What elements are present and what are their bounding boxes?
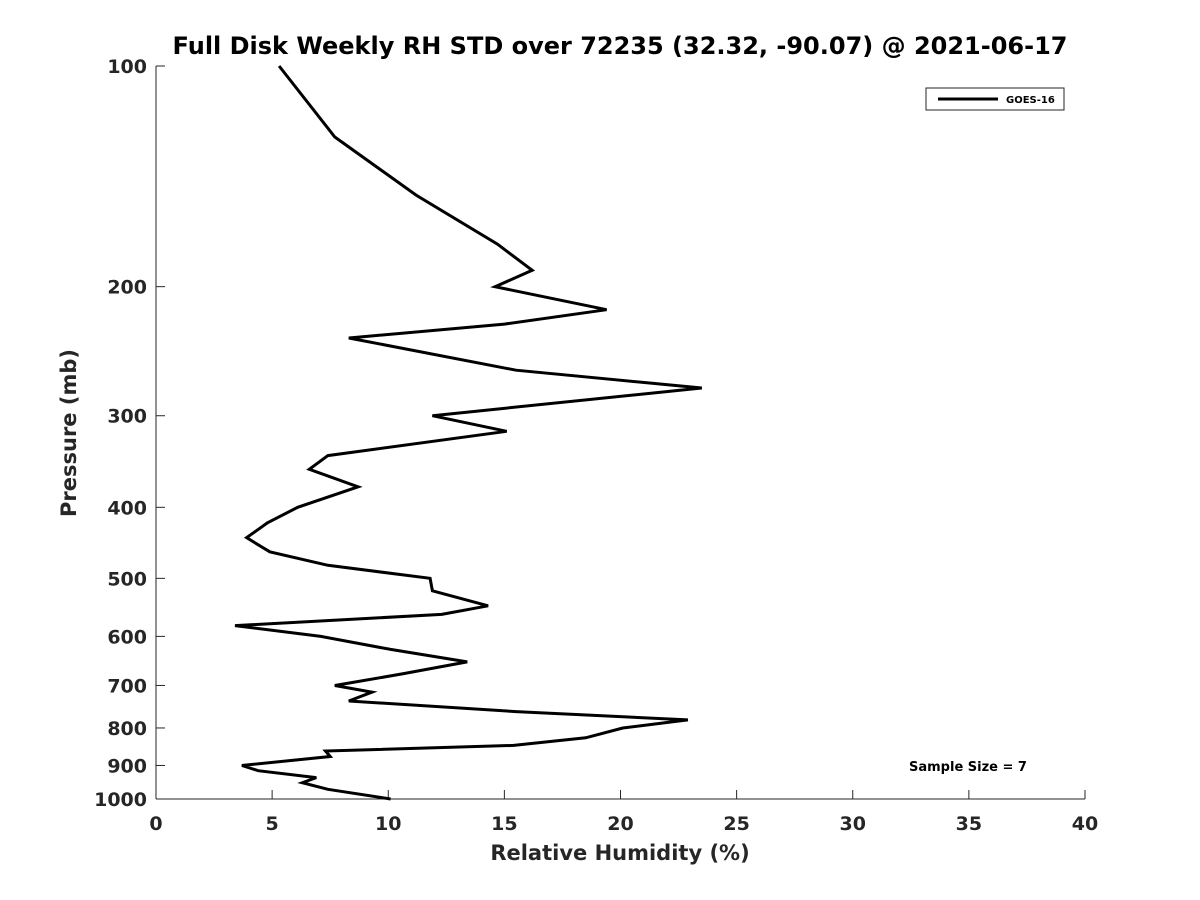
- series-lines: [234, 65, 702, 801]
- x-axis-label: Relative Humidity (%): [490, 841, 749, 865]
- legend: GOES-16: [925, 87, 1065, 111]
- y-axis-label: Pressure (mb): [57, 349, 81, 517]
- y-tick-label: 400: [107, 497, 147, 519]
- y-tick-label: 600: [107, 626, 147, 648]
- x-tick-label: 5: [266, 813, 279, 835]
- y-tick-label: 100: [107, 56, 147, 78]
- x-tick-label: 25: [723, 813, 749, 835]
- x-tick-label: 0: [149, 813, 162, 835]
- y-tick-label: 500: [107, 568, 147, 590]
- y-tick-label: 900: [107, 755, 147, 777]
- legend-label: GOES-16: [1006, 95, 1055, 106]
- chart-title: Full Disk Weekly RH STD over 72235 (32.3…: [173, 32, 1068, 60]
- x-tick-label: 35: [956, 813, 982, 835]
- y-tick-label: 200: [107, 277, 147, 299]
- tick-labels: 0 5 10 15 20 25 30 35 40 100 200 300 400 500 600 700 800…: [94, 56, 1098, 835]
- sample-size-annotation: Sample Size = 7: [909, 760, 1027, 775]
- y-tick-label: 300: [107, 406, 147, 428]
- y-tick-label: 800: [107, 718, 147, 740]
- y-tick-label: 1000: [94, 789, 147, 811]
- x-tick-label: 20: [607, 813, 633, 835]
- x-tick-label: 40: [1072, 813, 1098, 835]
- series-line: [234, 65, 702, 801]
- x-tick-label: 15: [491, 813, 517, 835]
- x-tick-label: 10: [375, 813, 401, 835]
- axes: [155, 65, 1086, 800]
- y-tick-label: 700: [107, 675, 147, 697]
- x-tick-label: 30: [840, 813, 866, 835]
